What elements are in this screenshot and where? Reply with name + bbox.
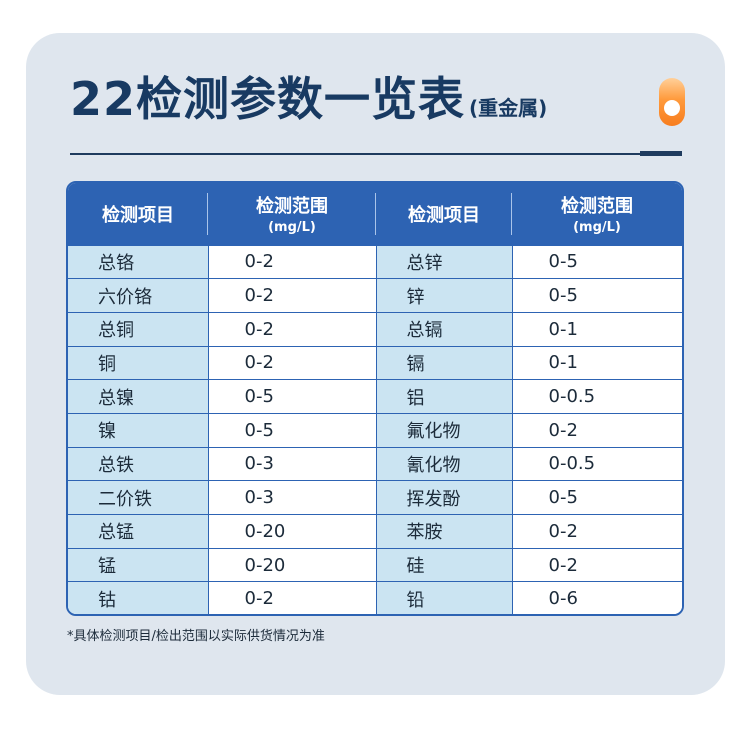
item-name: 铜 <box>68 345 209 380</box>
item-name: 总铁 <box>68 446 209 481</box>
item-range: 0-0.5 <box>512 379 682 414</box>
item-range: 0-1 <box>512 311 682 347</box>
table-row: 总铁 0-3 氰化物 0-0.5 <box>68 446 682 481</box>
item-name: 铅 <box>376 581 513 614</box>
table-row: 总镍 0-5 铝 0-0.5 <box>68 379 682 414</box>
item-range: 0-2 <box>208 581 377 614</box>
item-range: 0-3 <box>208 446 377 481</box>
item-range: 0-5 <box>512 244 682 279</box>
item-range: 0-6 <box>512 581 682 614</box>
header-label: 检测范围 <box>256 196 328 218</box>
header-unit: (mg/L) <box>268 220 316 236</box>
header-range-col-2: 检测范围 (mg/L) <box>512 183 682 245</box>
title-divider <box>70 153 682 155</box>
item-range: 0-20 <box>208 514 377 549</box>
item-range: 0-3 <box>208 480 377 515</box>
item-range: 0-2 <box>512 547 682 582</box>
item-name: 镍 <box>68 412 209 448</box>
header-item-col-1: 检测项目 <box>68 183 208 245</box>
page-title: 22检测参数一览表 (重金属) <box>70 76 547 136</box>
item-name: 挥发酚 <box>376 480 513 515</box>
table-row: 二价铁 0-3 挥发酚 0-5 <box>68 480 682 515</box>
table-row: 总铬 0-2 总锌 0-5 <box>68 244 682 279</box>
item-name: 二价铁 <box>68 480 209 515</box>
title-main: 22检测参数一览表 <box>70 72 466 126</box>
table-row: 总锰 0-20 苯胺 0-2 <box>68 514 682 549</box>
item-name: 氟化物 <box>376 412 513 448</box>
title-divider-accent <box>640 151 682 156</box>
header-item-col-2: 检测项目 <box>376 183 512 245</box>
item-name: 铝 <box>376 379 513 414</box>
table-row: 镍 0-5 氟化物 0-2 <box>68 412 682 448</box>
item-name: 苯胺 <box>376 514 513 549</box>
toggle-knob <box>664 100 680 116</box>
table-header-row: 检测项目 检测范围 (mg/L) 检测项目 检测范围 (mg/L) <box>68 183 682 245</box>
item-name: 锰 <box>68 547 209 582</box>
item-range: 0-5 <box>512 278 682 313</box>
item-range: 0-5 <box>208 412 377 448</box>
item-name: 总锌 <box>376 244 513 279</box>
item-name: 锌 <box>376 278 513 313</box>
item-range: 0-20 <box>208 547 377 582</box>
toggle-switch-icon <box>659 78 685 126</box>
item-name: 总镍 <box>68 379 209 414</box>
item-range: 0-2 <box>208 311 377 347</box>
item-name: 总镉 <box>376 311 513 347</box>
table-row: 总铜 0-2 总镉 0-1 <box>68 311 682 347</box>
header-label: 检测项目 <box>408 204 480 226</box>
item-range: 0-1 <box>512 345 682 380</box>
parameter-table-grid: 检测项目 检测范围 (mg/L) 检测项目 检测范围 (mg/L) 总铬 0-2 总… <box>68 183 682 614</box>
header-label: 检测范围 <box>561 196 633 218</box>
item-range: 0-5 <box>208 379 377 414</box>
title-subtitle: (重金属) <box>469 96 548 120</box>
item-range: 0-2 <box>512 514 682 549</box>
item-range: 0-0.5 <box>512 446 682 481</box>
header-unit: (mg/L) <box>573 220 621 236</box>
item-name: 总铬 <box>68 244 209 279</box>
item-name: 氰化物 <box>376 446 513 481</box>
table-row: 铜 0-2 镉 0-1 <box>68 345 682 380</box>
item-name: 六价铬 <box>68 278 209 313</box>
table-row: 钴 0-2 铅 0-6 <box>68 581 682 614</box>
footnote: *具体检测项目/检出范围以实际供货情况为准 <box>67 629 325 644</box>
header-range-col-1: 检测范围 (mg/L) <box>208 183 376 245</box>
parameter-table: 检测项目 检测范围 (mg/L) 检测项目 检测范围 (mg/L) 总铬 0-2 总… <box>66 181 684 616</box>
item-range: 0-2 <box>208 345 377 380</box>
item-range: 0-5 <box>512 480 682 515</box>
table-row: 六价铬 0-2 锌 0-5 <box>68 278 682 313</box>
item-name: 硅 <box>376 547 513 582</box>
item-name: 总铜 <box>68 311 209 347</box>
item-range: 0-2 <box>208 278 377 313</box>
header-label: 检测项目 <box>102 204 174 226</box>
item-range: 0-2 <box>512 412 682 448</box>
table-row: 锰 0-20 硅 0-2 <box>68 547 682 582</box>
item-name: 总锰 <box>68 514 209 549</box>
item-range: 0-2 <box>208 244 377 279</box>
item-name: 钴 <box>68 581 209 614</box>
item-name: 镉 <box>376 345 513 380</box>
